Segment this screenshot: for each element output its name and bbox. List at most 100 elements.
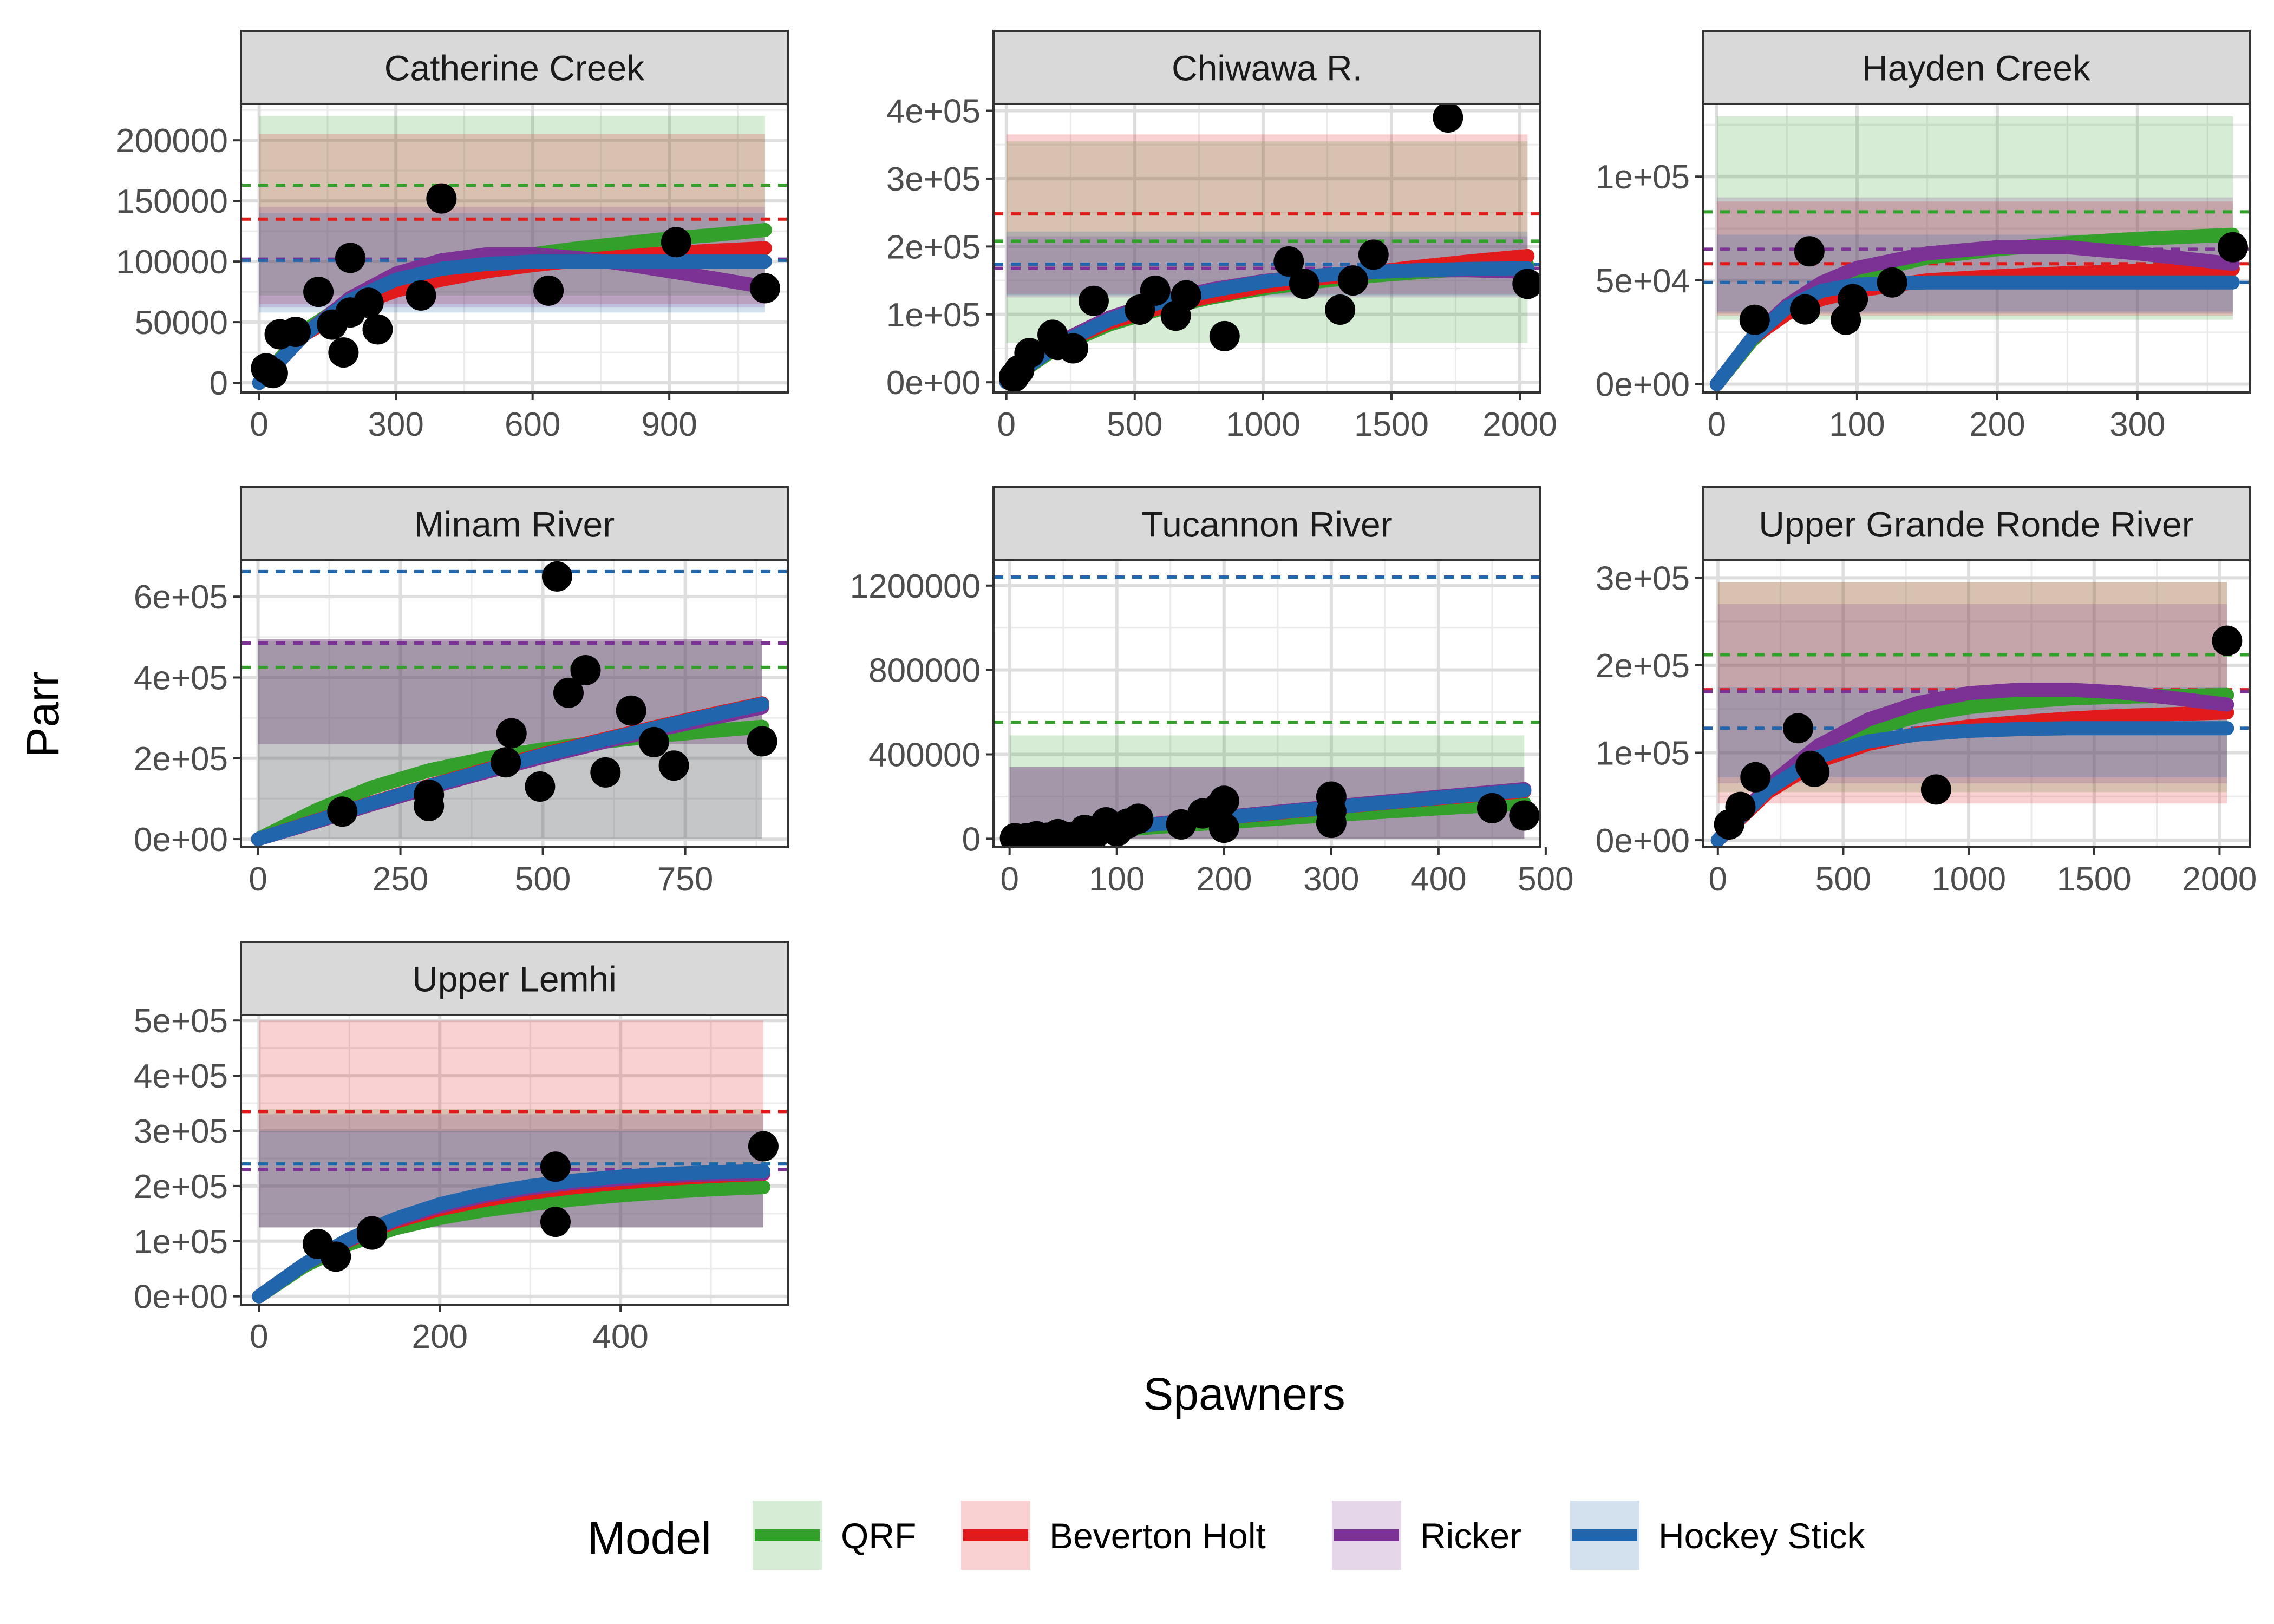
x-tick-label: 300: [1303, 861, 1359, 898]
y-tick-label: 150000: [116, 183, 228, 220]
data-point: [362, 314, 393, 345]
y-axis-title: Parr: [17, 672, 68, 758]
x-tick-label: 300: [2109, 406, 2165, 443]
panel-title-chiwawa-r: Chiwawa R.: [1172, 48, 1362, 88]
y-tick-label: 4e+05: [134, 1058, 228, 1095]
data-point: [1358, 239, 1389, 270]
x-tick-label: 1500: [2057, 861, 2132, 898]
y-tick-label: 1e+05: [1596, 159, 1690, 196]
data-point: [540, 1151, 571, 1182]
y-tick-label: 5e+05: [134, 1003, 228, 1040]
data-point: [1799, 757, 1830, 788]
x-tick-label: 200: [1969, 406, 2025, 443]
strip-upper-grande-ronde-river: [1702, 486, 2251, 561]
y-tick-label: 400000: [868, 737, 981, 774]
x-tick-label: 900: [641, 406, 697, 443]
legend-title: Model: [587, 1512, 711, 1563]
legend-label-qrf: QRF: [841, 1516, 916, 1556]
y-tick-label: 2e+05: [886, 228, 981, 266]
legend-item-ricker: Ricker: [1332, 1501, 1521, 1570]
x-tick-label: 400: [592, 1318, 648, 1355]
legend-item-beverton-holt: Beverton Holt: [961, 1501, 1266, 1570]
y-tick-label: 0e+00: [134, 821, 228, 859]
data-point: [1057, 333, 1088, 364]
data-point: [1794, 236, 1825, 267]
panel-border: [240, 103, 789, 394]
data-point: [525, 771, 556, 802]
data-point: [1920, 774, 1951, 805]
x-tick-label: 0: [250, 1318, 268, 1355]
legend-label-hockey-stick: Hockey Stick: [1658, 1516, 1865, 1556]
panel-upper-lemhi: Upper Lemhi 0 200 400 0e+00 1e+05 2e+05 3e+05 4e…: [134, 941, 789, 1355]
x-tick-label: 600: [505, 406, 560, 443]
panel-border: [1702, 559, 2251, 848]
x-tick-label: 0: [1708, 406, 1726, 443]
x-tick-label: 200: [1196, 861, 1252, 898]
y-tick-label: 0: [962, 821, 981, 858]
x-tick-label: 500: [1107, 406, 1162, 443]
y-tick-label: 1200000: [850, 568, 981, 605]
x-tick-label: 400: [1410, 861, 1466, 898]
x-tick-label: 0: [249, 861, 267, 898]
panel-title-hayden-creek: Hayden Creek: [1862, 48, 2091, 88]
panel-title-catherine-creek: Catherine Creek: [384, 48, 645, 88]
data-point: [638, 726, 669, 757]
legend-label-ricker: Ricker: [1420, 1516, 1521, 1556]
y-tick-label: 6e+05: [134, 579, 228, 616]
data-point: [1316, 781, 1347, 812]
data-point: [1078, 285, 1109, 316]
data-point: [2217, 232, 2248, 263]
data-point: [257, 358, 288, 389]
x-tick-label: 0: [997, 406, 1015, 443]
y-tick-label: 2e+05: [134, 741, 228, 778]
data-point: [353, 287, 384, 318]
data-point: [1739, 304, 1770, 335]
data-point: [1740, 762, 1771, 793]
data-point: [280, 317, 311, 348]
data-point: [533, 275, 564, 306]
x-tick-label: 0: [1709, 861, 1727, 898]
data-point: [1325, 294, 1356, 325]
y-tick-label: 4e+05: [886, 93, 981, 130]
data-point: [1790, 294, 1821, 325]
data-point: [357, 1219, 388, 1250]
data-point: [426, 183, 457, 214]
data-point: [748, 1131, 779, 1162]
x-tick-label: 2000: [1482, 406, 1557, 443]
x-tick-label: 0: [1000, 861, 1018, 898]
x-tick-label: 300: [368, 406, 423, 443]
data-point: [747, 726, 777, 757]
data-point: [1838, 284, 1868, 315]
y-tick-label: 200000: [116, 122, 228, 160]
strip-catherine-creek: [240, 30, 789, 105]
data-point: [1209, 320, 1240, 351]
x-tick-label: 500: [1518, 861, 1573, 898]
data-point: [1877, 267, 1907, 298]
y-tick-label: 1e+05: [886, 297, 981, 334]
data-point: [1273, 246, 1304, 277]
legend-item-qrf: QRF: [753, 1501, 916, 1570]
data-point: [2212, 625, 2243, 656]
y-tick-label: 5e+04: [1596, 263, 1690, 300]
y-tick-label: 800000: [868, 652, 981, 690]
x-tick-label: 500: [1815, 861, 1871, 898]
data-point: [570, 655, 601, 686]
panel-tucannon-river: Tucannon River 0 100 200 300 400 500 0 400000 800…: [850, 486, 1574, 898]
y-tick-label: 2e+05: [1596, 647, 1690, 685]
data-point: [1171, 280, 1201, 311]
x-tick-label: 2000: [2182, 861, 2257, 898]
x-tick-label: 1500: [1354, 406, 1429, 443]
legend-item-hockey-stick: Hockey Stick: [1570, 1501, 1865, 1570]
y-tick-label: 0: [210, 365, 228, 402]
x-tick-label: 1000: [1226, 406, 1301, 443]
x-tick-label: 100: [1089, 861, 1145, 898]
y-tick-label: 50000: [135, 304, 228, 342]
data-point: [1512, 269, 1540, 299]
panel-minam-river: Minam River 0 250 500 750 0e+00 2e+05 4e+05 6e+0…: [134, 486, 789, 898]
y-tick-label: 100000: [116, 244, 228, 281]
data-point: [1783, 713, 1814, 744]
panel-catherine-creek: Catherine Creek 0 300 600 900 0 50000 100000 150…: [116, 30, 789, 443]
data-point: [749, 273, 780, 304]
plot-area-catherine-creek: [241, 104, 788, 392]
